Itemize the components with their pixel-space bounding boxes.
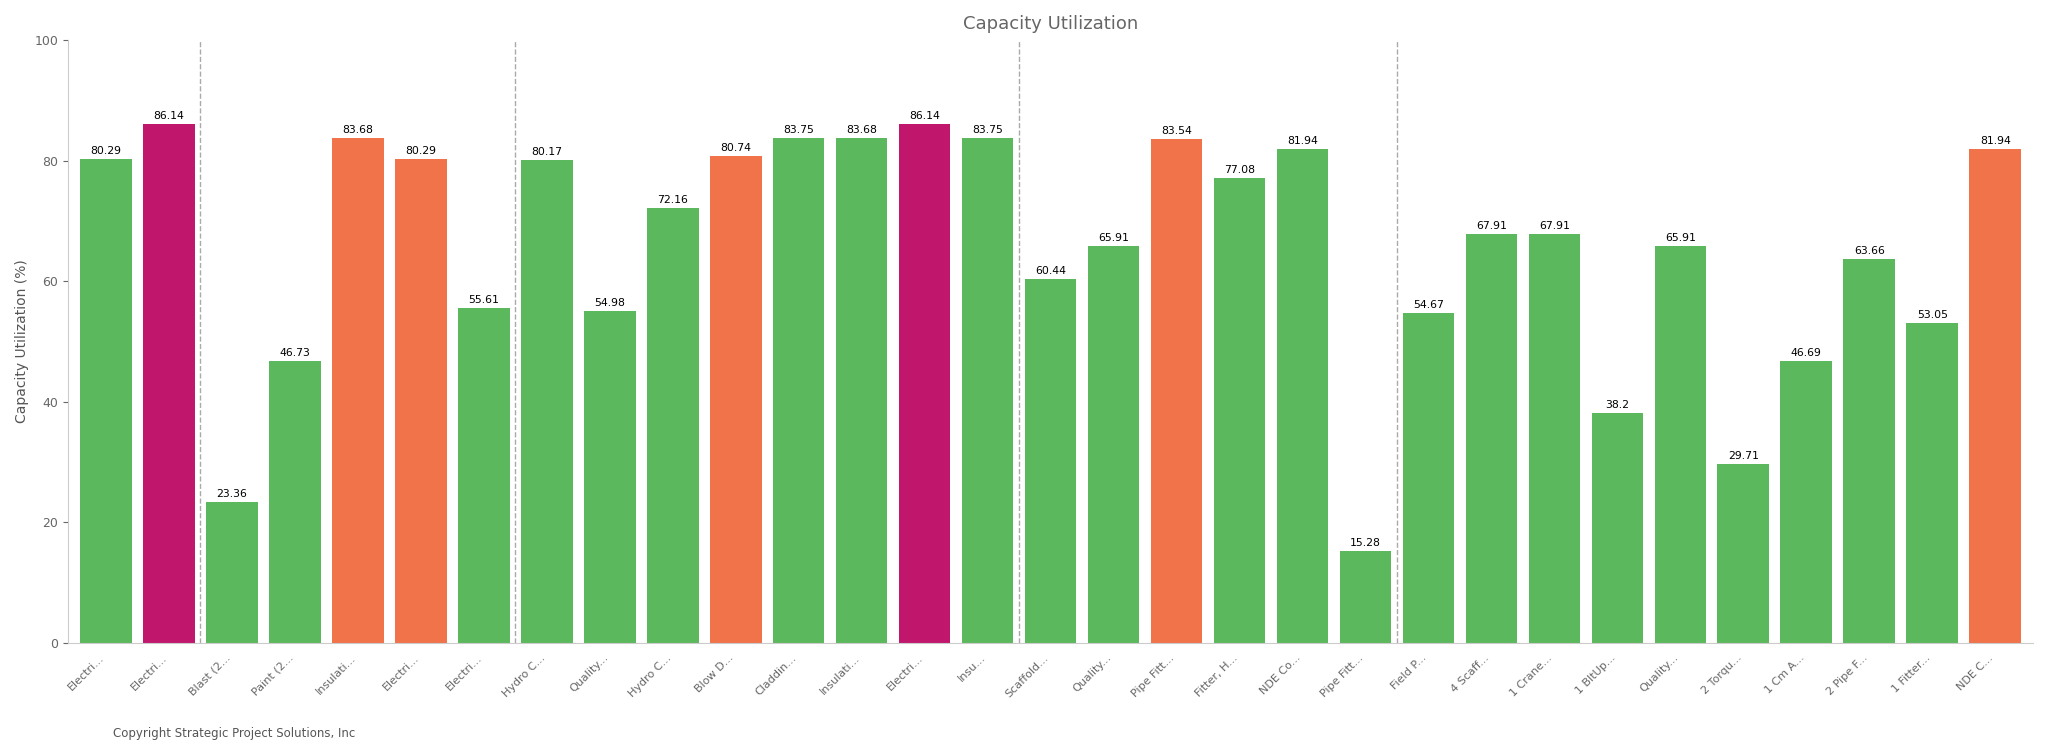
- Bar: [1466, 234, 1518, 643]
- Bar: [1151, 139, 1202, 643]
- Text: 29.71: 29.71: [1729, 451, 1759, 461]
- Text: 80.74: 80.74: [721, 143, 752, 153]
- Text: 81.94: 81.94: [1286, 136, 1319, 146]
- Bar: [1970, 149, 2021, 643]
- Bar: [836, 138, 887, 643]
- Text: 72.16: 72.16: [657, 195, 688, 205]
- Text: 83.68: 83.68: [342, 126, 373, 135]
- Text: 83.75: 83.75: [782, 125, 815, 135]
- Text: 55.61: 55.61: [469, 295, 500, 304]
- Text: 63.66: 63.66: [1853, 246, 1884, 256]
- Text: 46.73: 46.73: [279, 348, 311, 358]
- Text: 65.91: 65.91: [1098, 233, 1128, 243]
- Text: 86.14: 86.14: [154, 111, 184, 121]
- Bar: [1591, 413, 1642, 643]
- Bar: [647, 208, 698, 643]
- Text: 60.44: 60.44: [1034, 266, 1067, 275]
- Text: 80.29: 80.29: [90, 146, 121, 156]
- Bar: [1843, 259, 1894, 643]
- Bar: [459, 308, 510, 643]
- Text: 81.94: 81.94: [1980, 136, 2011, 146]
- Bar: [1024, 278, 1077, 643]
- Text: 67.91: 67.91: [1538, 220, 1571, 231]
- Text: 77.08: 77.08: [1225, 165, 1255, 176]
- Bar: [584, 312, 635, 643]
- Text: 54.67: 54.67: [1413, 301, 1444, 310]
- Bar: [1403, 313, 1454, 643]
- Text: 83.68: 83.68: [846, 126, 877, 135]
- Title: Capacity Utilization: Capacity Utilization: [963, 15, 1139, 33]
- Bar: [332, 138, 383, 643]
- Bar: [143, 124, 195, 643]
- Text: 83.75: 83.75: [973, 125, 1004, 135]
- Text: 54.98: 54.98: [594, 298, 625, 309]
- Bar: [1214, 179, 1266, 643]
- Text: 38.2: 38.2: [1606, 400, 1630, 410]
- Text: 83.54: 83.54: [1161, 126, 1192, 136]
- Text: Copyright Strategic Project Solutions, Inc: Copyright Strategic Project Solutions, I…: [113, 728, 354, 740]
- Bar: [207, 502, 258, 643]
- Bar: [80, 159, 131, 643]
- Bar: [772, 138, 825, 643]
- Bar: [1907, 323, 1958, 643]
- Bar: [1718, 464, 1769, 643]
- Bar: [1780, 362, 1833, 643]
- Bar: [1087, 246, 1139, 643]
- Bar: [1339, 551, 1391, 643]
- Text: 23.36: 23.36: [217, 489, 248, 499]
- Bar: [268, 361, 322, 643]
- Text: 46.69: 46.69: [1790, 348, 1823, 359]
- Text: 80.29: 80.29: [406, 146, 436, 156]
- Text: 53.05: 53.05: [1917, 310, 1948, 320]
- Bar: [520, 160, 573, 643]
- Bar: [1528, 234, 1581, 643]
- Bar: [899, 124, 950, 643]
- Bar: [711, 156, 762, 643]
- Text: 86.14: 86.14: [909, 111, 940, 121]
- Text: 65.91: 65.91: [1665, 233, 1696, 243]
- Bar: [395, 159, 446, 643]
- Bar: [1276, 149, 1329, 643]
- Text: 80.17: 80.17: [530, 147, 563, 157]
- Text: 15.28: 15.28: [1350, 538, 1380, 548]
- Bar: [1655, 246, 1706, 643]
- Y-axis label: Capacity Utilization (%): Capacity Utilization (%): [14, 260, 29, 423]
- Bar: [963, 138, 1014, 643]
- Text: 67.91: 67.91: [1477, 220, 1507, 231]
